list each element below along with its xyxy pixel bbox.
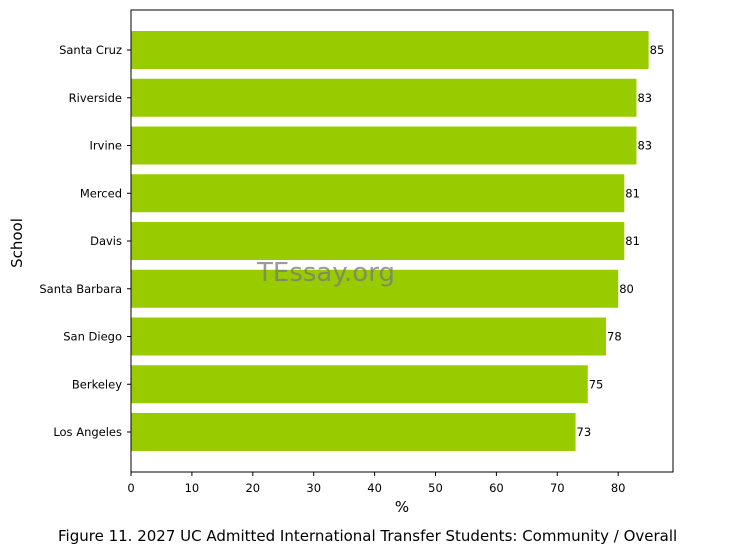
y-axis-ticks: Santa Cruz Riverside Irvine Merced Davis Sant… — [39, 43, 131, 439]
data-label: 80 — [619, 282, 634, 296]
y-tick-label: Merced — [80, 186, 122, 200]
x-tick-label: 70 — [550, 481, 565, 495]
data-label: 78 — [607, 330, 622, 344]
x-tick-label: 50 — [428, 481, 443, 495]
x-tick-label: 20 — [245, 481, 260, 495]
x-axis-title: % — [395, 498, 409, 516]
y-tick-label: Berkeley — [72, 377, 122, 391]
bar-irvine — [131, 126, 637, 165]
bar-santa-barbara — [131, 269, 619, 308]
data-label: 73 — [577, 425, 592, 439]
x-tick-label: 0 — [127, 481, 134, 495]
y-tick-label: San Diego — [63, 330, 122, 344]
bar-davis — [131, 222, 625, 260]
bar-chart: 85 83 83 81 81 80 78 75 73 Santa Cruz Riverside Ir… — [8, 9, 674, 516]
data-label: 83 — [637, 91, 652, 105]
y-tick-label: Los Angeles — [53, 425, 122, 439]
data-label: 81 — [625, 186, 640, 200]
watermark-text: TEssay.org — [256, 258, 395, 288]
data-label: 81 — [625, 234, 640, 248]
bar-riverside — [131, 78, 637, 117]
bar-san-diego — [131, 317, 607, 356]
data-label: 75 — [589, 377, 604, 391]
x-tick-label: 80 — [611, 481, 626, 495]
data-label: 85 — [650, 43, 665, 57]
x-tick-label: 40 — [367, 481, 382, 495]
x-tick-label: 60 — [489, 481, 504, 495]
data-labels-group: 85 83 83 81 81 80 78 75 73 — [577, 43, 665, 439]
y-axis-title: School — [8, 218, 26, 268]
y-tick-label: Irvine — [90, 139, 122, 153]
bar-berkeley — [131, 365, 588, 404]
bar-los-angeles — [131, 413, 576, 451]
x-tick-label: 10 — [185, 481, 200, 495]
data-label: 83 — [637, 139, 652, 153]
x-axis-ticks: 0 10 20 30 40 50 60 70 80 — [127, 472, 626, 495]
y-tick-label: Santa Cruz — [59, 43, 122, 57]
y-tick-label: Santa Barbara — [39, 282, 122, 296]
bar-santa-cruz — [131, 31, 649, 69]
bar-merced — [131, 174, 625, 213]
y-tick-label: Riverside — [69, 91, 122, 105]
bars-group — [131, 31, 649, 451]
y-tick-label: Davis — [90, 234, 122, 248]
x-tick-label: 30 — [306, 481, 321, 495]
figure-caption: Figure 11. 2027 UC Admitted Internationa… — [58, 527, 678, 545]
